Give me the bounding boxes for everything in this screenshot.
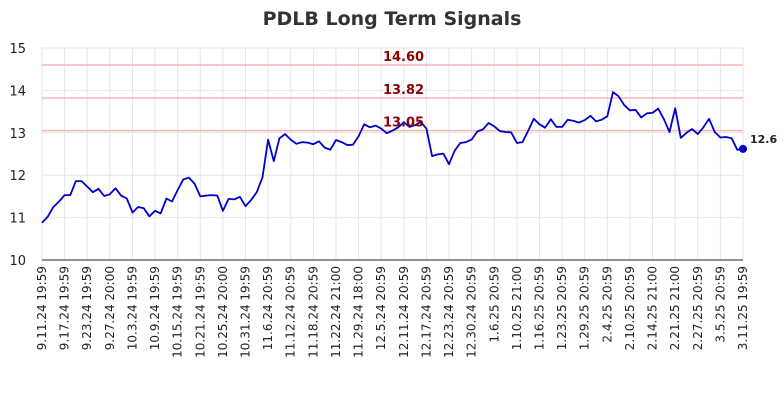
x-tick-label: 2.10.25 20:59 bbox=[623, 266, 637, 350]
x-tick-label: 3.5.25 20:59 bbox=[713, 266, 727, 343]
reference-line-label: 13.05 bbox=[383, 116, 424, 131]
x-tick-label: 12.30.24 20:59 bbox=[465, 266, 479, 358]
x-tick-label: 11.22.24 21:00 bbox=[329, 266, 343, 358]
x-tick-label: 1.10.25 21:00 bbox=[510, 266, 524, 350]
x-tick-label: 2.4.25 20:59 bbox=[600, 266, 614, 343]
x-tick-label: 3.11.25 19:59 bbox=[736, 266, 750, 350]
x-tick-label: 10.3.24 19:59 bbox=[125, 266, 139, 350]
reference-line-label: 13.82 bbox=[383, 83, 424, 98]
x-tick-label: 10.25.24 20:00 bbox=[216, 266, 230, 358]
x-tick-label: 1.23.25 20:59 bbox=[555, 266, 569, 350]
x-tick-label: 2.14.25 21:00 bbox=[646, 266, 660, 350]
x-tick-label: 11.6.24 20:59 bbox=[261, 266, 275, 350]
x-tick-label: 9.27.24 20:00 bbox=[103, 266, 117, 350]
series bbox=[41, 91, 747, 224]
y-tick-label: 15 bbox=[9, 42, 26, 57]
y-tick-label: 10 bbox=[9, 254, 26, 269]
x-tick-label: 9.23.24 19:59 bbox=[80, 266, 94, 350]
x-tick-label: 11.18.24 20:59 bbox=[306, 266, 320, 358]
x-tick-label: 10.31.24 19:59 bbox=[239, 266, 253, 358]
y-tick-label: 14 bbox=[9, 84, 26, 99]
x-tick-label: 9.17.24 19:59 bbox=[58, 266, 72, 350]
x-tick-label: 1.29.25 20:59 bbox=[578, 266, 592, 350]
price-line bbox=[41, 91, 744, 224]
x-tick-label: 12.23.24 20:59 bbox=[442, 266, 456, 358]
labels: 14.60 13.82 13.05 12.6 bbox=[383, 50, 778, 146]
x-tick-label: 2.21.25 21:00 bbox=[668, 266, 682, 350]
x-tick-label: 11.29.24 18:00 bbox=[352, 266, 366, 358]
last-value-label: 12.6 bbox=[750, 133, 777, 146]
y-tick-label: 13 bbox=[9, 127, 26, 142]
reference-line-label: 14.60 bbox=[383, 50, 424, 65]
x-tick-label: 12.5.24 20:59 bbox=[374, 266, 388, 350]
axes: 10 11 12 13 14 15 9.11.24 19:59 9.17.24 19:59 9.… bbox=[9, 42, 750, 358]
y-tick-label: 11 bbox=[9, 212, 26, 227]
x-tick-label: 1.16.25 20:59 bbox=[532, 266, 546, 350]
last-point-marker bbox=[739, 144, 747, 153]
x-tick-label: 10.21.24 19:59 bbox=[193, 266, 207, 358]
x-tick-label: 9.11.24 19:59 bbox=[35, 266, 49, 350]
x-tick-label: 12.17.24 20:59 bbox=[419, 266, 433, 358]
x-tick-label: 1.6.25 20:59 bbox=[487, 266, 501, 343]
x-tick-label: 12.11.24 20:59 bbox=[397, 266, 411, 358]
y-tick-label: 12 bbox=[9, 169, 26, 184]
x-tick-label: 2.27.25 20:59 bbox=[691, 266, 705, 350]
x-tick-label: 10.9.24 19:59 bbox=[148, 266, 162, 350]
x-tick-label: 11.12.24 20:59 bbox=[284, 266, 298, 358]
x-tick-label: 10.15.24 19:59 bbox=[171, 266, 185, 358]
grid bbox=[41, 47, 744, 261]
chart-title: PDLB Long Term Signals bbox=[262, 8, 522, 30]
